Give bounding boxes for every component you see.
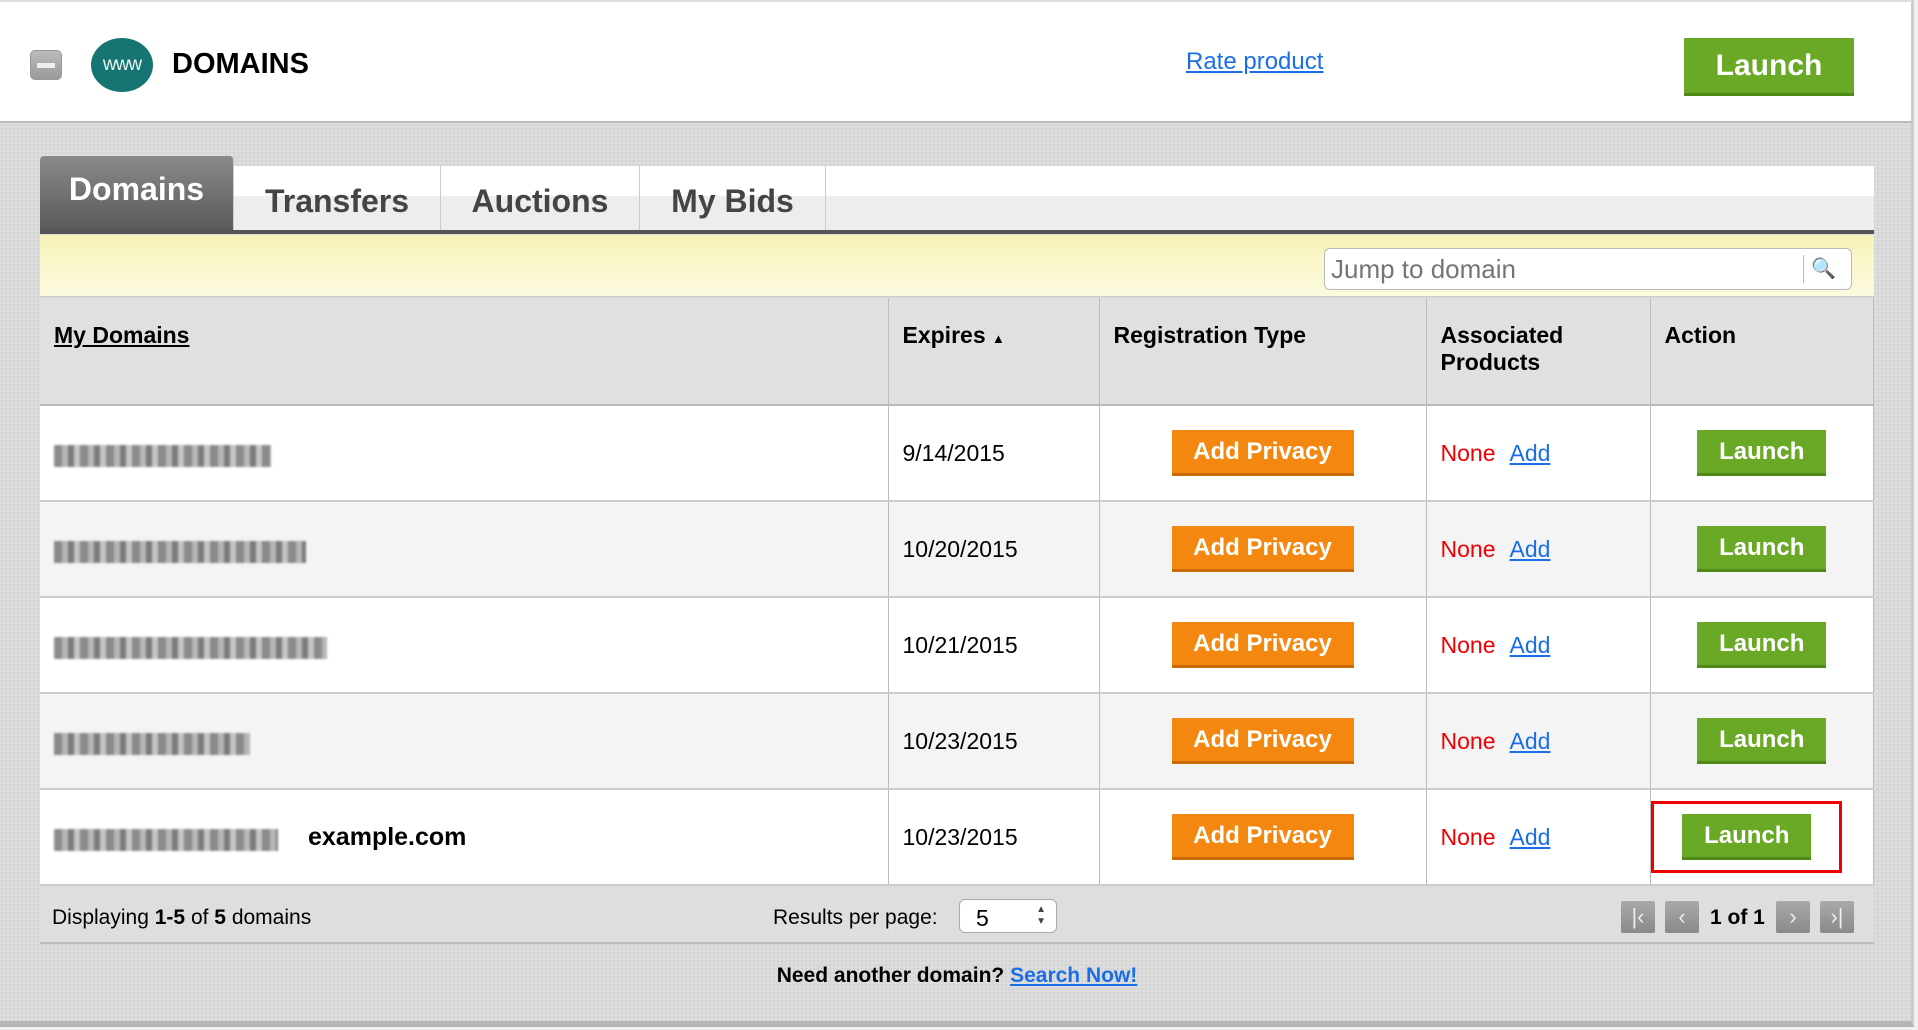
- tab-auctions[interactable]: Auctions: [441, 166, 640, 230]
- table-footer: Displaying 1-5 of 5 domains Results per …: [40, 886, 1874, 944]
- add-product-link[interactable]: Add: [1509, 439, 1551, 466]
- table-row: 9/14/2015 Add Privacy None Add Launch: [40, 405, 1874, 502]
- row-launch-button[interactable]: Launch: [1697, 622, 1827, 668]
- blurred-domain-name[interactable]: [54, 445, 271, 468]
- row-launch-button[interactable]: Launch: [1697, 526, 1827, 572]
- app-header: www DOMAINS Rate product Launch: [0, 0, 1914, 123]
- table-row: example.com 10/23/2015 Add Privacy None A…: [40, 789, 1874, 886]
- page-indicator: 1 of 1: [1710, 906, 1765, 929]
- highlight-box: Launch: [1651, 801, 1843, 873]
- add-privacy-button[interactable]: Add Privacy: [1171, 622, 1354, 668]
- associated-none: None: [1440, 631, 1496, 658]
- row-launch-button[interactable]: Launch: [1682, 814, 1812, 860]
- add-product-link[interactable]: Add: [1509, 631, 1551, 658]
- displaying-label: Displaying: [52, 906, 149, 929]
- tab-my-bids[interactable]: My Bids: [640, 166, 826, 230]
- expires-cell: 10/21/2015: [888, 597, 1100, 694]
- blurred-domain-name[interactable]: [54, 541, 306, 564]
- need-another-domain-text: Need another domain?: [776, 964, 1005, 987]
- collapse-minus-icon[interactable]: [30, 50, 62, 80]
- table-header-row: My Domains Expires ▲ Registration Type A…: [40, 298, 1874, 406]
- blurred-domain-name[interactable]: [54, 829, 278, 852]
- previous-page-icon[interactable]: ‹: [1665, 901, 1699, 933]
- example-domain-annotation: example.com: [308, 822, 467, 851]
- domain-cell: example.com: [40, 789, 889, 886]
- blurred-domain-name[interactable]: [54, 733, 250, 756]
- launch-button[interactable]: Launch: [1684, 38, 1854, 96]
- tab-domains[interactable]: Domains: [40, 156, 234, 230]
- associated-none: None: [1440, 439, 1496, 466]
- last-page-icon[interactable]: ›|: [1820, 901, 1854, 933]
- expires-cell: 10/23/2015: [888, 789, 1100, 886]
- header-associated-products: Associated Products: [1426, 298, 1651, 406]
- associated-none: None: [1440, 823, 1496, 850]
- table-row: 10/21/2015 Add Privacy None Add Launch: [40, 597, 1874, 694]
- associated-none: None: [1440, 535, 1496, 562]
- rate-product-link[interactable]: Rate product: [1186, 48, 1324, 75]
- results-per-page-label: Results per page:: [773, 906, 938, 929]
- domains-table: My Domains Expires ▲ Registration Type A…: [40, 298, 1874, 886]
- domain-cell: [40, 597, 889, 694]
- next-page-icon[interactable]: ›: [1776, 901, 1810, 933]
- expires-cell: 9/14/2015: [888, 405, 1100, 502]
- expires-label: Expires: [902, 322, 986, 348]
- jump-to-domain-field[interactable]: 🔍: [1324, 248, 1852, 290]
- tab-bar: Domains Transfers Auctions My Bids: [40, 156, 1874, 234]
- add-privacy-button[interactable]: Add Privacy: [1171, 814, 1354, 860]
- expires-cell: 10/20/2015: [888, 501, 1100, 598]
- add-product-link[interactable]: Add: [1509, 823, 1551, 850]
- domain-cell: [40, 501, 889, 598]
- displaying-total: 5: [214, 906, 226, 929]
- associated-none: None: [1440, 727, 1496, 754]
- header-my-domains[interactable]: My Domains: [40, 298, 889, 406]
- blurred-domain-name[interactable]: [54, 637, 327, 660]
- first-page-icon[interactable]: |‹: [1621, 901, 1655, 933]
- add-privacy-button[interactable]: Add Privacy: [1171, 430, 1354, 476]
- sort-ascending-icon: ▲: [992, 331, 1005, 346]
- www-logo-icon: www: [91, 38, 153, 92]
- search-icon[interactable]: 🔍: [1803, 255, 1843, 283]
- add-product-link[interactable]: Add: [1509, 535, 1551, 562]
- domain-cell: [40, 693, 889, 790]
- header-action: Action: [1650, 298, 1874, 406]
- header-expires[interactable]: Expires ▲: [888, 298, 1100, 406]
- add-product-link[interactable]: Add: [1509, 727, 1551, 754]
- add-privacy-button[interactable]: Add Privacy: [1171, 718, 1354, 764]
- add-privacy-button[interactable]: Add Privacy: [1171, 526, 1354, 572]
- domain-cell: [40, 405, 889, 502]
- search-now-link[interactable]: Search Now!: [1010, 964, 1138, 987]
- updown-arrows-icon: ▲ ▼: [1036, 904, 1046, 927]
- displaying-count: Displaying 1-5 of 5 domains: [52, 906, 311, 930]
- tab-transfers[interactable]: Transfers: [234, 166, 441, 230]
- of-label: of: [190, 906, 209, 929]
- displaying-range: 1-5: [154, 906, 186, 929]
- table-row: 10/23/2015 Add Privacy None Add Launch: [40, 693, 1874, 790]
- page-title: DOMAINS: [172, 48, 309, 80]
- jump-to-domain-input[interactable]: [1331, 252, 1791, 286]
- table-row: 10/20/2015 Add Privacy None Add Launch: [40, 501, 1874, 598]
- domains-label: domains: [231, 906, 312, 929]
- results-per-page-select[interactable]: 5 ▲ ▼: [959, 899, 1057, 933]
- header-registration-type: Registration Type: [1099, 298, 1427, 406]
- row-launch-button[interactable]: Launch: [1697, 718, 1827, 764]
- results-per-page-value: 5: [976, 905, 989, 931]
- expires-cell: 10/23/2015: [888, 693, 1100, 790]
- search-prompt: Need another domain? Search Now!: [0, 964, 1914, 988]
- my-domains-sort-link[interactable]: My Domains: [54, 322, 190, 348]
- row-launch-button[interactable]: Launch: [1697, 430, 1827, 476]
